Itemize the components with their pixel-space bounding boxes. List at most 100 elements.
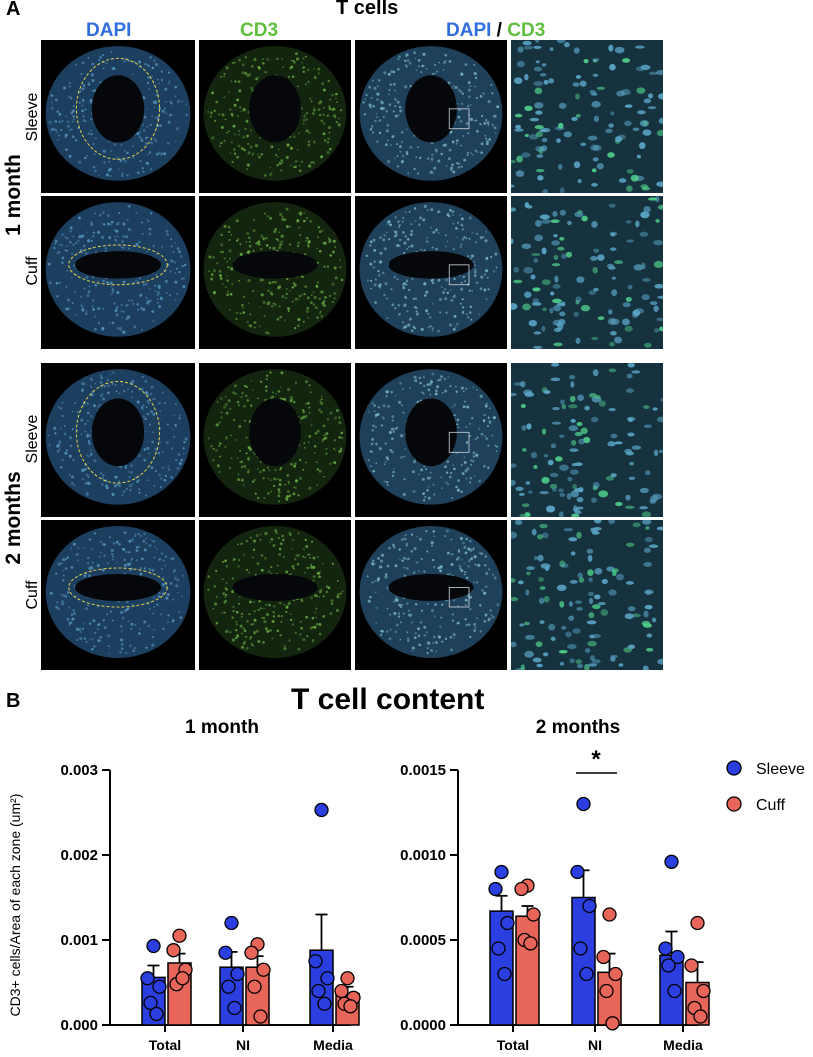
data-point-0-2-0-2 xyxy=(320,971,335,986)
panel-b-title: T cell content xyxy=(291,683,485,716)
data-point-1-1-0-0 xyxy=(576,796,591,812)
data-point-1-1-0-1 xyxy=(570,864,585,880)
micrograph-cuff-1m-dapi xyxy=(41,196,195,349)
panel-b-letter: B xyxy=(6,690,21,712)
data-point-0-0-0-3 xyxy=(143,995,158,1011)
row-label-sleeve-1m: Sleeve xyxy=(24,92,41,142)
y-tick-label-1-2: 0.0010 xyxy=(400,847,446,864)
data-point-0-1-1-3 xyxy=(247,979,262,994)
data-point-0-0-0-1 xyxy=(140,971,155,986)
data-point-0-1-0-2 xyxy=(230,966,245,982)
data-point-1-0-0-0 xyxy=(494,864,509,880)
data-point-0-1-1-4 xyxy=(253,1009,268,1024)
y-tick-label-0-2: 0.002 xyxy=(60,847,98,864)
data-point-1-0-0-4 xyxy=(497,966,512,982)
data-point-1-2-1-1 xyxy=(684,958,699,973)
data-point-0-0-0-4 xyxy=(149,1006,164,1022)
data-point-1-1-1-1 xyxy=(596,949,611,965)
x-tick-label-1-0: Total xyxy=(497,1037,529,1053)
merge-cd3-label: CD3 xyxy=(507,20,546,41)
micrograph-cuff-2m-merge xyxy=(355,520,507,670)
micrograph-cuff-1m-merge xyxy=(355,196,507,349)
data-point-0-0-0-0 xyxy=(146,938,161,954)
data-point-0-1-0-0 xyxy=(224,915,239,931)
time-label-2-months: 2 months xyxy=(2,471,25,565)
x-tick-label-1-1: NI xyxy=(588,1037,602,1053)
data-point-0-2-1-0 xyxy=(340,971,355,986)
data-point-1-1-0-3 xyxy=(573,941,588,956)
data-point-1-2-0-0 xyxy=(664,854,679,869)
x-tick-label-0-0: Total xyxy=(149,1037,181,1053)
data-point-1-1-1-4 xyxy=(605,1016,620,1031)
data-point-0-1-0-4 xyxy=(227,1000,242,1016)
data-point-0-0-1-1 xyxy=(166,943,181,958)
column-header-dapi: DAPI xyxy=(86,20,132,41)
legend-label-cuff: Cuff xyxy=(756,797,786,814)
micrograph-cuff-2m-cd3 xyxy=(199,520,351,670)
row-label-cuff-2m: Cuff xyxy=(24,580,41,610)
data-point-1-1-1-3 xyxy=(599,983,614,999)
data-point-0-0-0-2 xyxy=(152,979,167,994)
legend-marker-sleeve xyxy=(726,760,742,776)
data-point-1-0-0-2 xyxy=(500,915,515,931)
micrograph-sleeve-1m-cd3 xyxy=(199,40,351,193)
data-point-1-0-1-4 xyxy=(523,936,538,951)
row-label-sleeve-2m: Sleeve xyxy=(24,414,41,464)
data-point-0-2-0-0 xyxy=(314,802,329,818)
data-point-1-2-1-0 xyxy=(690,915,705,931)
data-point-0-1-1-1 xyxy=(244,945,259,960)
y-tick-label-1-3: 0.0015 xyxy=(400,762,446,779)
panel-a-letter: A xyxy=(6,0,21,20)
micrograph-sleeve-2m-cd3 xyxy=(199,363,351,517)
y-tick-label-1-0: 0.0000 xyxy=(400,1017,446,1034)
data-point-1-1-1-2 xyxy=(608,966,623,982)
column-header-merge: DAPI / CD3 xyxy=(446,20,545,42)
data-point-1-1-1-0 xyxy=(602,907,617,922)
micrograph-sleeve-2m-dapi xyxy=(41,363,195,517)
micrograph-sleeve-1m-merge xyxy=(355,40,507,193)
data-point-0-0-1-0 xyxy=(172,928,187,943)
data-point-1-0-1-2 xyxy=(526,907,541,922)
panel-a-title: T cells xyxy=(336,0,399,19)
merge-dapi-label: DAPI xyxy=(446,20,492,41)
time-label-1-month: 1 month xyxy=(2,154,25,236)
bar-1-0-1 xyxy=(515,915,540,1026)
micrograph-cuff-1m-cd3 xyxy=(199,196,351,349)
bar-1-1-0 xyxy=(571,896,596,1026)
legend-label-sleeve: Sleeve xyxy=(756,761,805,778)
data-point-1-0-0-1 xyxy=(488,881,503,897)
data-point-1-2-1-2 xyxy=(696,983,711,999)
micrograph-sleeve-1m-zoom xyxy=(511,40,663,193)
data-point-0-2-0-4 xyxy=(317,996,332,1011)
micrograph-sleeve-2m-merge xyxy=(355,363,507,517)
data-point-1-1-0-4 xyxy=(579,966,594,982)
data-point-0-2-1-4 xyxy=(343,999,358,1014)
data-point-1-2-0-3 xyxy=(661,958,676,973)
significance-label-1-0: * xyxy=(591,746,601,773)
micrograph-cuff-1m-zoom xyxy=(511,196,663,349)
y-tick-label-1-1: 0.0005 xyxy=(400,932,446,949)
micrograph-cuff-2m-zoom xyxy=(511,520,663,670)
data-point-1-0-0-3 xyxy=(491,941,506,956)
x-tick-label-1-2: Media xyxy=(663,1037,703,1053)
x-tick-label-0-2: Media xyxy=(313,1037,353,1053)
micrograph-sleeve-2m-zoom xyxy=(511,363,663,517)
y-tick-label-0-3: 0.003 xyxy=(60,762,98,779)
legend-marker-cuff xyxy=(726,796,742,812)
data-point-1-2-0-4 xyxy=(667,983,682,999)
data-point-0-2-0-3 xyxy=(311,983,326,999)
y-tick-label-0-0: 0.000 xyxy=(60,1017,98,1034)
y-tick-label-0-1: 0.001 xyxy=(60,932,98,949)
data-point-1-0-1-1 xyxy=(514,881,529,897)
data-point-0-1-0-3 xyxy=(221,979,236,994)
row-label-cuff-1m: Cuff xyxy=(24,256,41,286)
data-point-0-0-1-4 xyxy=(175,971,190,986)
x-tick-label-0-1: NI xyxy=(236,1037,250,1053)
y-axis-label: CD3+ cells/Area of each zone (um²) xyxy=(7,794,23,1017)
merge-separator: / xyxy=(491,20,508,41)
data-point-1-2-0-2 xyxy=(670,949,685,965)
data-point-1-2-0-1 xyxy=(658,941,673,956)
data-point-0-1-0-1 xyxy=(218,945,233,960)
data-point-0-1-1-2 xyxy=(256,962,271,977)
bar-charts: 1 month 0.000 0.001 0.002 0.003 Total NI Media 2… xyxy=(7,717,805,1053)
